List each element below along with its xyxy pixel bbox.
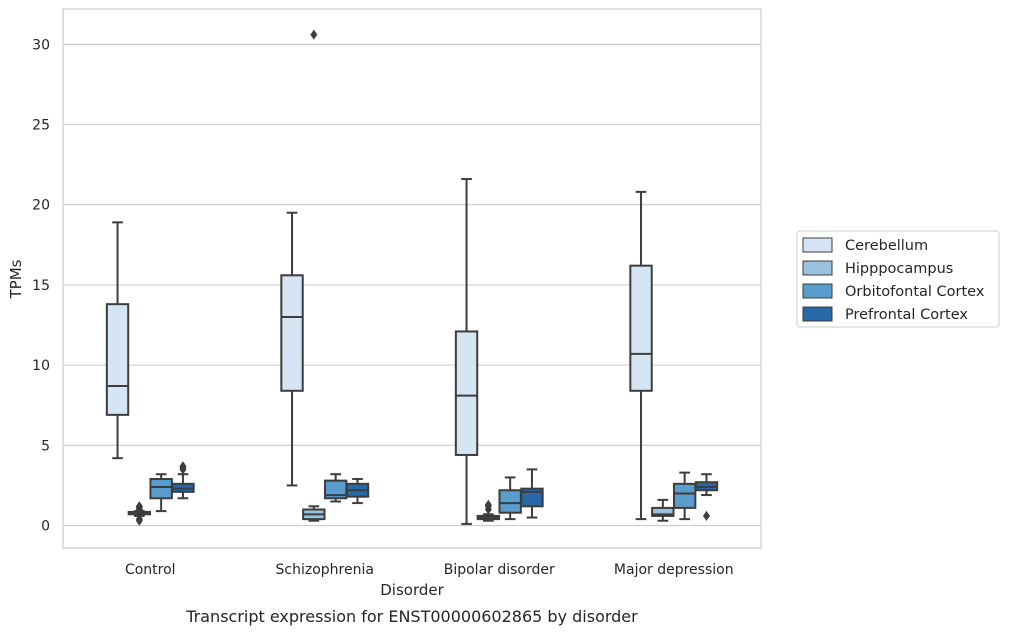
box-2-0: [454, 178, 479, 525]
box-iqr: [498, 489, 522, 514]
legend: Cerebellum Hipppocampus Orbitofontal Corte…: [796, 230, 1000, 328]
legend-label: Cerebellum: [845, 238, 928, 254]
box-1-3: [345, 478, 370, 505]
legend-label: Orbitofontal Cortex: [845, 284, 985, 300]
box-iqr: [280, 274, 304, 392]
outlier-point: [310, 29, 318, 40]
outlier-point: [702, 510, 710, 521]
x-tick-label: Bipolar disorder: [444, 562, 555, 578]
legend-swatch: [802, 260, 833, 276]
y-tick-label: 25: [32, 118, 50, 134]
box-iqr: [520, 487, 544, 508]
box-3-3: [694, 473, 719, 521]
box-3-0: [629, 190, 653, 521]
y-axis-label: TPMs: [7, 259, 25, 299]
y-tick-label: 20: [32, 198, 50, 214]
chart-caption: Transcript expression for ENST0000060286…: [185, 607, 638, 626]
grid-lines: [63, 43, 761, 527]
y-tick-label: 30: [32, 37, 50, 53]
outlier-point: [179, 461, 187, 472]
plot-frame: [62, 8, 762, 549]
legend-swatch: [802, 237, 833, 253]
box-iqr: [149, 478, 173, 500]
outlier-point: [135, 501, 143, 512]
y-tick-label: 15: [32, 278, 50, 294]
legend-swatch: [802, 306, 833, 322]
box-0-0: [105, 221, 130, 460]
legend-swatch: [802, 283, 833, 299]
box-plot-marks: [105, 29, 719, 526]
legend-frame: [796, 230, 1000, 328]
box-1-1: [302, 29, 326, 522]
box-0-1: [127, 501, 152, 526]
legend-label: Hipppocampus: [845, 261, 953, 277]
y-tick-label: 5: [41, 438, 50, 454]
x-axis-ticks: Control Schizophrenia Bipolar disorder Majo…: [125, 562, 734, 578]
box-2-3: [520, 468, 544, 519]
x-tick-label: Major depression: [614, 562, 734, 578]
outlier-point: [135, 514, 143, 525]
box-3-1: [651, 498, 675, 522]
x-tick-label: Control: [125, 562, 176, 578]
box-2-1: [476, 499, 501, 522]
box-iqr: [105, 303, 130, 416]
box-iqr: [629, 264, 653, 392]
y-tick-label: 0: [41, 519, 50, 535]
box-0-3: [171, 461, 195, 500]
x-axis-label: Disorder: [380, 581, 444, 599]
box-2-2: [498, 476, 522, 521]
box-iqr: [651, 506, 675, 517]
box-3-2: [672, 471, 697, 521]
box-0-2: [149, 473, 173, 513]
x-tick-label: Schizophrenia: [276, 562, 374, 578]
y-axis-ticks: 0 5 10 15 20 25 30: [32, 37, 50, 534]
box-1-0: [280, 211, 304, 487]
y-tick-label: 10: [32, 358, 50, 374]
box-1-2: [323, 473, 348, 503]
box-iqr: [672, 482, 697, 509]
outlier-point: [484, 499, 492, 510]
legend-label: Prefrontal Cortex: [845, 307, 968, 323]
box-iqr: [454, 330, 479, 456]
